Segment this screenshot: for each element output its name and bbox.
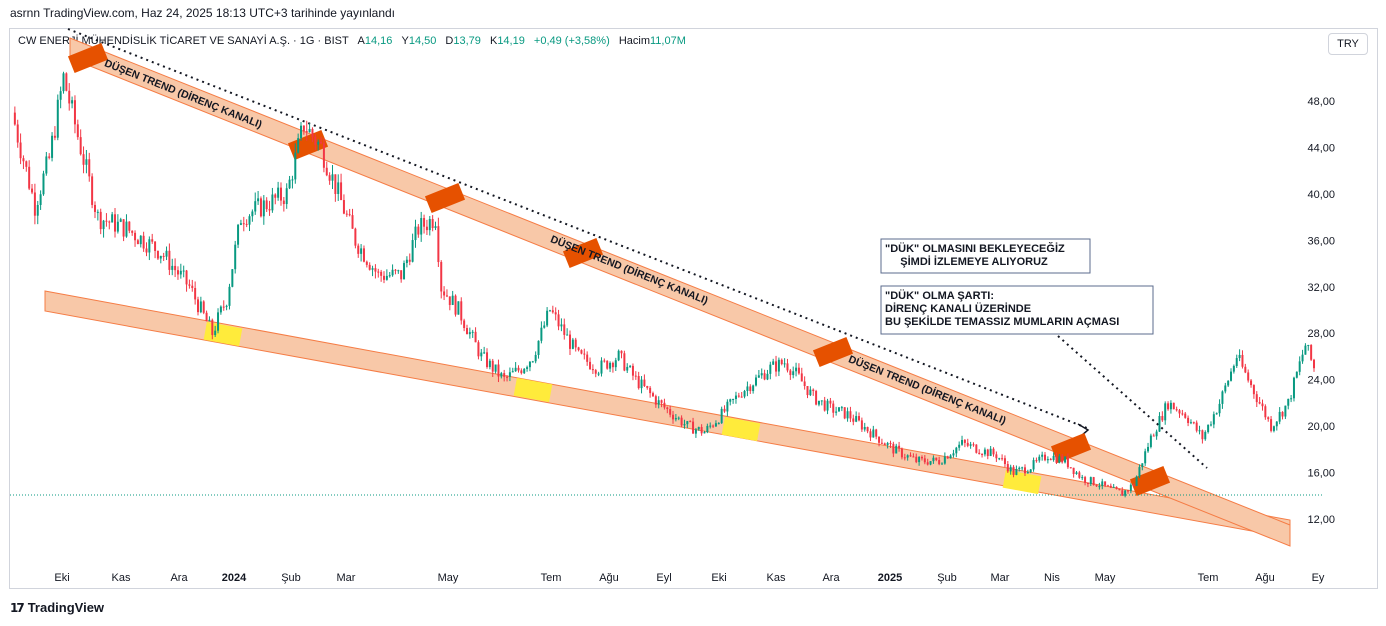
tradingview-logo-icon: 17 xyxy=(10,600,25,615)
high-label: Y xyxy=(401,35,409,47)
currency-button[interactable]: TRY xyxy=(1328,33,1368,55)
footer-brand[interactable]: 17 TradingView xyxy=(10,600,104,615)
volume-value: 11,07M xyxy=(649,35,686,47)
open-label: A xyxy=(357,35,365,47)
footer-text: TradingView xyxy=(27,600,105,615)
symbol-name[interactable]: CW ENERJİ MÜHENDİSLİK TİCARET VE SANAYİ … xyxy=(18,35,349,47)
chart-frame[interactable] xyxy=(9,28,1378,589)
low-value: 13,79 xyxy=(453,35,481,47)
symbol-legend: CW ENERJİ MÜHENDİSLİK TİCARET VE SANAYİ … xyxy=(18,35,686,47)
close-value: 14,19 xyxy=(497,35,525,47)
high-value: 14,50 xyxy=(408,35,437,47)
change-value: +0,49 (+3,58%) xyxy=(533,35,610,47)
volume-label: Hacim xyxy=(618,35,650,47)
open-value: 14,16 xyxy=(364,35,393,47)
published-info: asrnn TradingView.com, Haz 24, 2025 18:1… xyxy=(10,6,396,20)
